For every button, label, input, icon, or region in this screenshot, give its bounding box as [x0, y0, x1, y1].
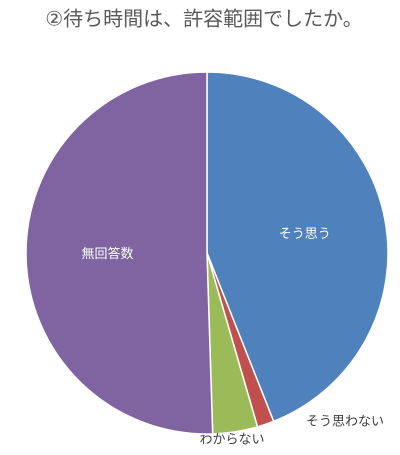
slice-label: 無回答数 [81, 246, 133, 262]
chart-title: ②待ち時間は、許容範囲でしたか。 [45, 7, 363, 31]
slice-label: そう思う [279, 227, 331, 242]
slice-label: そう思わない [306, 415, 384, 430]
slice-label: わからない [199, 433, 264, 448]
pie-slice [25, 71, 214, 435]
pie-slice [206, 71, 389, 423]
